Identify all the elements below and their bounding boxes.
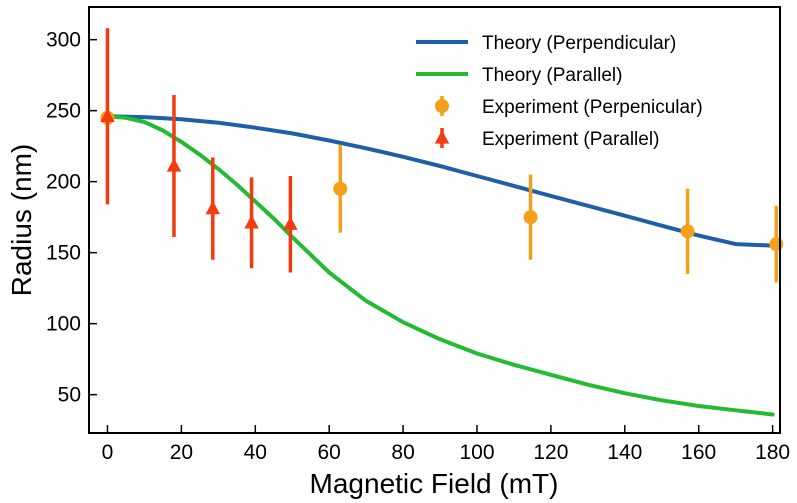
perpendicular-data-point [523,210,538,225]
perpendicular-data-point [333,181,348,196]
legend-triangle-marker [434,130,450,144]
y-axis: 50 100 150 200 250 300 [46,29,97,407]
y-tick-label: 50 [58,384,81,407]
x-tick-label: 60 [318,441,341,464]
x-axis-title: Magnetic Field (mT) [310,468,559,499]
legend-item: Experiment (Parallel) [434,128,659,150]
legend-label: Theory (Parallel) [482,65,622,86]
legend-label: Theory (Perpendicular) [482,33,676,54]
x-tick-label: 20 [170,441,193,464]
plot-frame [88,6,781,434]
legend-circle-marker [435,99,449,113]
parallel-data-point [166,158,182,172]
x-tick-label: 160 [681,441,716,464]
y-tick-label: 250 [46,100,81,123]
theory-line-0 [105,114,775,248]
x-tick-label: 40 [244,441,267,464]
x-tick-label: 120 [533,441,568,464]
x-tick-label: 180 [755,441,790,464]
x-axis: 0 20 40 60 80 100 120 140 160 180 [102,425,790,464]
legend-item: Theory (Perpendicular) [416,33,676,54]
y-tick-label: 200 [46,171,81,194]
legend-item: Experiment (Perpenicular) [435,96,703,118]
legend-item: Theory (Parallel) [416,65,622,86]
x-tick-label: 0 [102,441,114,464]
parallel-data-point [100,108,115,122]
y-axis-title: Radius (nm) [6,144,37,296]
y-tick-label: 300 [46,29,81,52]
parallel-data-point [244,214,259,229]
x-tick-label: 100 [459,441,494,464]
y-tick-label: 150 [46,242,81,265]
theory-line-1 [105,114,775,417]
x-tick-label: 140 [607,441,642,464]
y-tick-label: 100 [46,313,81,336]
parallel-data-point [283,216,298,230]
x-tick-label: 80 [391,441,414,464]
legend: Theory (Perpendicular) Theory (Parallel) E… [416,33,703,150]
perpendicular-data-point [769,237,784,252]
legend-label: Experiment (Parallel) [482,129,659,150]
parallel-data-point [205,200,220,215]
perpendicular-data-point [680,224,695,239]
curves-layer [105,114,775,417]
legend-label: Experiment (Perpenicular) [482,97,703,118]
